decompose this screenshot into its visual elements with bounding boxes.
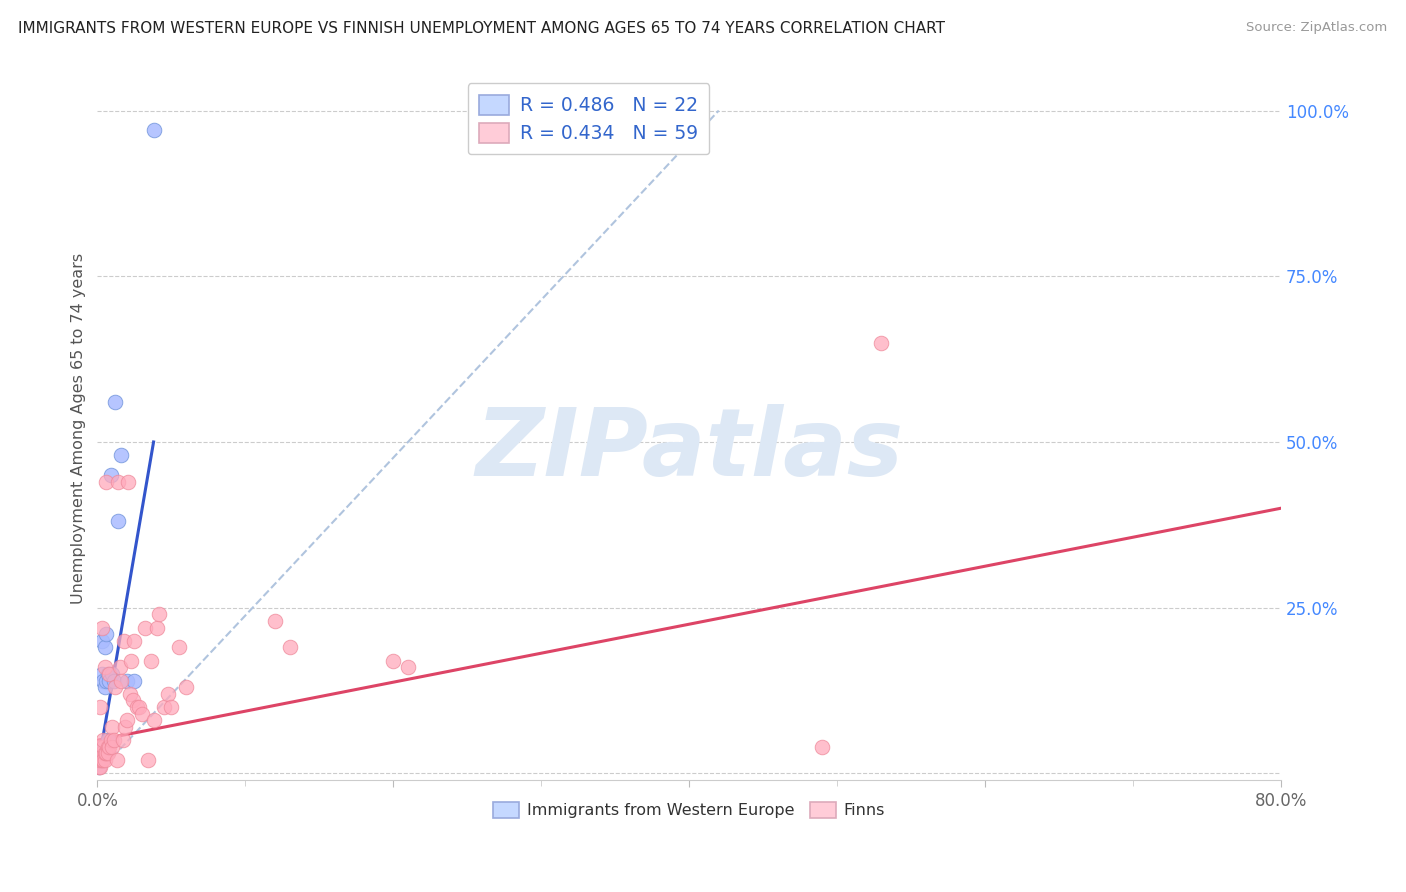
Point xyxy=(278,640,301,655)
Point xyxy=(396,660,419,674)
Point xyxy=(89,700,111,714)
Point xyxy=(98,667,121,681)
Point xyxy=(94,747,117,761)
Point xyxy=(110,448,132,462)
Point xyxy=(90,620,112,634)
Point xyxy=(97,739,120,754)
Point xyxy=(136,753,159,767)
Point xyxy=(91,753,114,767)
Point xyxy=(107,515,129,529)
Point xyxy=(101,720,124,734)
Point xyxy=(108,660,131,674)
Point xyxy=(811,739,834,754)
Point xyxy=(870,335,893,350)
Point xyxy=(87,760,110,774)
Point xyxy=(103,733,125,747)
Point xyxy=(111,733,134,747)
Point xyxy=(101,667,124,681)
Point xyxy=(117,475,139,489)
Point xyxy=(101,739,124,754)
Point xyxy=(87,760,110,774)
Point xyxy=(89,753,111,767)
Point xyxy=(115,673,138,688)
Point xyxy=(121,693,143,707)
Point xyxy=(96,673,118,688)
Point xyxy=(145,620,167,634)
Point xyxy=(97,733,120,747)
Point xyxy=(100,468,122,483)
Point xyxy=(98,673,121,688)
Point xyxy=(90,747,112,761)
Point xyxy=(131,706,153,721)
Point xyxy=(87,739,110,754)
Point xyxy=(90,753,112,767)
Point xyxy=(115,714,138,728)
Point xyxy=(124,633,146,648)
Point xyxy=(87,753,110,767)
Point xyxy=(142,123,165,137)
Point xyxy=(382,654,405,668)
Point xyxy=(139,654,162,668)
Point xyxy=(128,700,150,714)
Point xyxy=(134,620,156,634)
Point xyxy=(94,660,117,674)
Point xyxy=(104,395,127,409)
Point xyxy=(91,673,114,688)
Point xyxy=(103,673,125,688)
Point xyxy=(264,614,287,628)
Point xyxy=(142,714,165,728)
Text: IMMIGRANTS FROM WESTERN EUROPE VS FINNISH UNEMPLOYMENT AMONG AGES 65 TO 74 YEARS: IMMIGRANTS FROM WESTERN EUROPE VS FINNIS… xyxy=(18,21,945,37)
Point xyxy=(110,673,132,688)
Point xyxy=(91,733,114,747)
Point xyxy=(98,739,121,754)
Point xyxy=(97,667,120,681)
Point xyxy=(112,633,135,648)
Point xyxy=(167,640,190,655)
Point xyxy=(160,700,183,714)
Point xyxy=(89,760,111,774)
Point xyxy=(96,627,118,641)
Point xyxy=(89,753,111,767)
Point xyxy=(96,747,118,761)
Point xyxy=(91,739,114,754)
Text: Source: ZipAtlas.com: Source: ZipAtlas.com xyxy=(1247,21,1388,35)
Point xyxy=(105,753,128,767)
Point xyxy=(148,607,170,622)
Point xyxy=(96,475,118,489)
Point xyxy=(153,700,176,714)
Point xyxy=(118,687,141,701)
Point xyxy=(97,747,120,761)
Point xyxy=(107,475,129,489)
Point xyxy=(120,654,142,668)
Point xyxy=(91,739,114,754)
Text: ZIPatlas: ZIPatlas xyxy=(475,404,903,496)
Point xyxy=(100,733,122,747)
Legend: Immigrants from Western Europe, Finns: Immigrants from Western Europe, Finns xyxy=(486,796,891,825)
Point xyxy=(104,680,127,694)
Point xyxy=(90,667,112,681)
Point xyxy=(157,687,180,701)
Point xyxy=(127,700,149,714)
Point xyxy=(90,633,112,648)
Point xyxy=(124,673,146,688)
Point xyxy=(94,640,117,655)
Point xyxy=(174,680,197,694)
Point xyxy=(94,680,117,694)
Y-axis label: Unemployment Among Ages 65 to 74 years: Unemployment Among Ages 65 to 74 years xyxy=(72,253,86,604)
Point xyxy=(114,720,136,734)
Point xyxy=(94,753,117,767)
